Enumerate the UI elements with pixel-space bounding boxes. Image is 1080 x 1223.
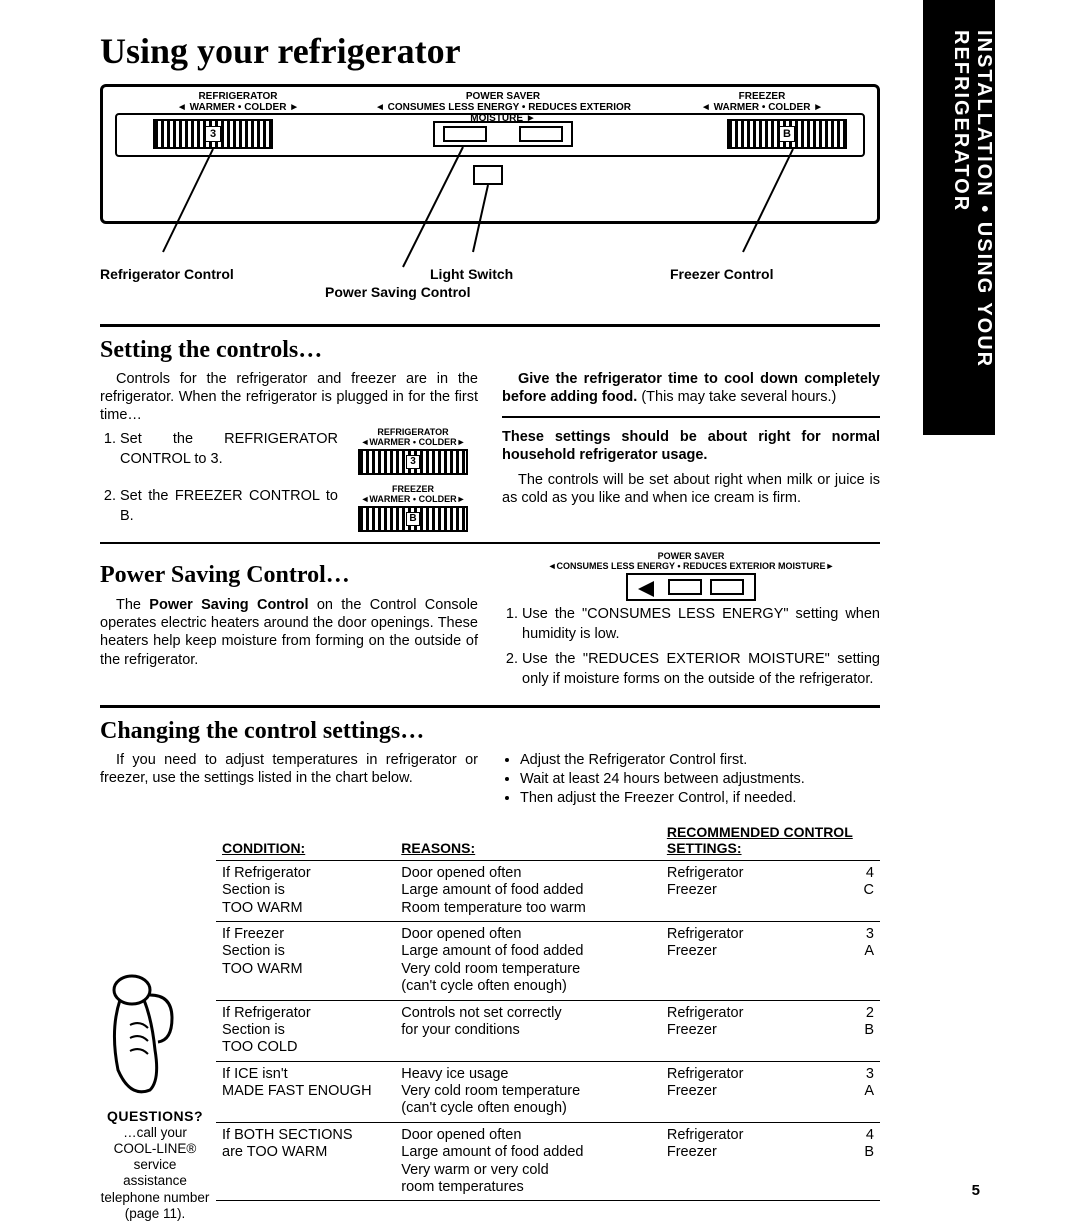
cell-reasons: Heavy ice usageVery cold room temperatur… [395, 1061, 661, 1122]
questions-text: …call your COOL-LINE® service assistance… [100, 1125, 210, 1222]
cell-recommended: Refrigerator4FreezerB [661, 1122, 880, 1201]
side-tab: INSTALLATION • USING YOUR REFRIGERATOR [923, 0, 995, 435]
changing-bullets: Adjust the Refrigerator Control first. W… [502, 751, 880, 808]
cell-recommended: Refrigerator2FreezerB [661, 1000, 880, 1061]
caption-ps: Power Saving Control [325, 284, 470, 300]
mini-power-saver [626, 573, 756, 601]
table-row: If BOTH SECTIONSare TOO WARMDoor opened … [216, 1122, 880, 1201]
cell-condition: If BOTH SECTIONSare TOO WARM [216, 1122, 395, 1201]
setting-intro: Controls for the refrigerator and freeze… [100, 370, 478, 424]
power-step-1: Use the "CONSUMES LESS ENERGY" setting w… [522, 605, 880, 644]
page-title: Using your refrigerator [100, 30, 880, 72]
heading-power-saving: Power Saving Control… [100, 560, 478, 590]
setting-right-col: Give the refrigerator time to cool down … [502, 370, 880, 534]
mini-freezer-dial: B [358, 506, 468, 532]
cell-reasons: Door opened oftenLarge amount of food ad… [395, 921, 661, 1000]
caption-ls: Light Switch [430, 266, 513, 282]
power-right-col: POWER SAVER◄CONSUMES LESS ENERGY • REDUC… [502, 552, 880, 695]
heading-setting-controls: Setting the controls… [100, 337, 880, 364]
cell-recommended: Refrigerator3FreezerA [661, 1061, 880, 1122]
table-row: If RefrigeratorSection isTOO COLDControl… [216, 1000, 880, 1061]
table-row: If FreezerSection isTOO WARMDoor opened … [216, 921, 880, 1000]
cell-condition: If FreezerSection isTOO WARM [216, 921, 395, 1000]
setting-step-2: Set the FREEZER CONTROL to B. [120, 487, 338, 526]
page-number: 5 [972, 1182, 980, 1199]
setting-step-1: Set the REFRIGERA­TOR CONTROL to 3. [120, 430, 338, 469]
cell-reasons: Door opened oftenLarge amount of food ad… [395, 1122, 661, 1201]
settings-chart: CONDITION: REASONS: RECOMMENDED CONTROL … [216, 820, 880, 1222]
th-recommended: RECOMMENDED CONTROL SETTINGS: [661, 820, 880, 861]
power-left-col: Power Saving Control… The Power Saving C… [100, 552, 478, 695]
mini-fridge-dial: 3 [358, 449, 468, 475]
questions-column: QUESTIONS? …call your COOL-LINE® service… [100, 820, 210, 1222]
control-panel-diagram: REFRIGERATOR◄ WARMER • COLDER ► POWER SA… [100, 84, 880, 224]
power-step-2: Use the "REDUCES EXTERIOR MOISTURE" sett… [522, 650, 880, 689]
telephone-hand-icon [100, 970, 180, 1100]
caption-fridge: Refrigerator Control [100, 266, 234, 282]
heading-changing-settings: Changing the control settings… [100, 718, 880, 745]
cell-condition: If RefrigeratorSection isTOO COLD [216, 1000, 395, 1061]
mini-fridge-label: REFRIGERATOR◄WARMER • COLDER► [348, 428, 478, 447]
setting-left-col: Controls for the refrigerator and freeze… [100, 370, 478, 534]
diagram-leads [103, 87, 877, 287]
th-condition: CONDITION: [216, 820, 395, 861]
table-row: If ICE isn'tMADE FAST ENOUGHHeavy ice us… [216, 1061, 880, 1122]
cell-reasons: Door opened oftenLarge amount of food ad… [395, 860, 661, 921]
cell-recommended: Refrigerator3FreezerA [661, 921, 880, 1000]
cell-reasons: Controls not set correctlyfor your condi… [395, 1000, 661, 1061]
th-reasons: REASONS: [395, 820, 661, 861]
questions-title: QUESTIONS? [100, 1108, 210, 1125]
mini-freezer-label: FREEZER◄WARMER • COLDER► [348, 485, 478, 504]
caption-freezer: Freezer Control [670, 266, 773, 282]
cell-recommended: Refrigerator4FreezerC [661, 860, 880, 921]
changing-intro: If you need to adjust temperatures in re… [100, 751, 478, 787]
cell-condition: If RefrigeratorSection isTOO WARM [216, 860, 395, 921]
cell-condition: If ICE isn'tMADE FAST ENOUGH [216, 1061, 395, 1122]
table-row: If RefrigeratorSection isTOO WARMDoor op… [216, 860, 880, 921]
